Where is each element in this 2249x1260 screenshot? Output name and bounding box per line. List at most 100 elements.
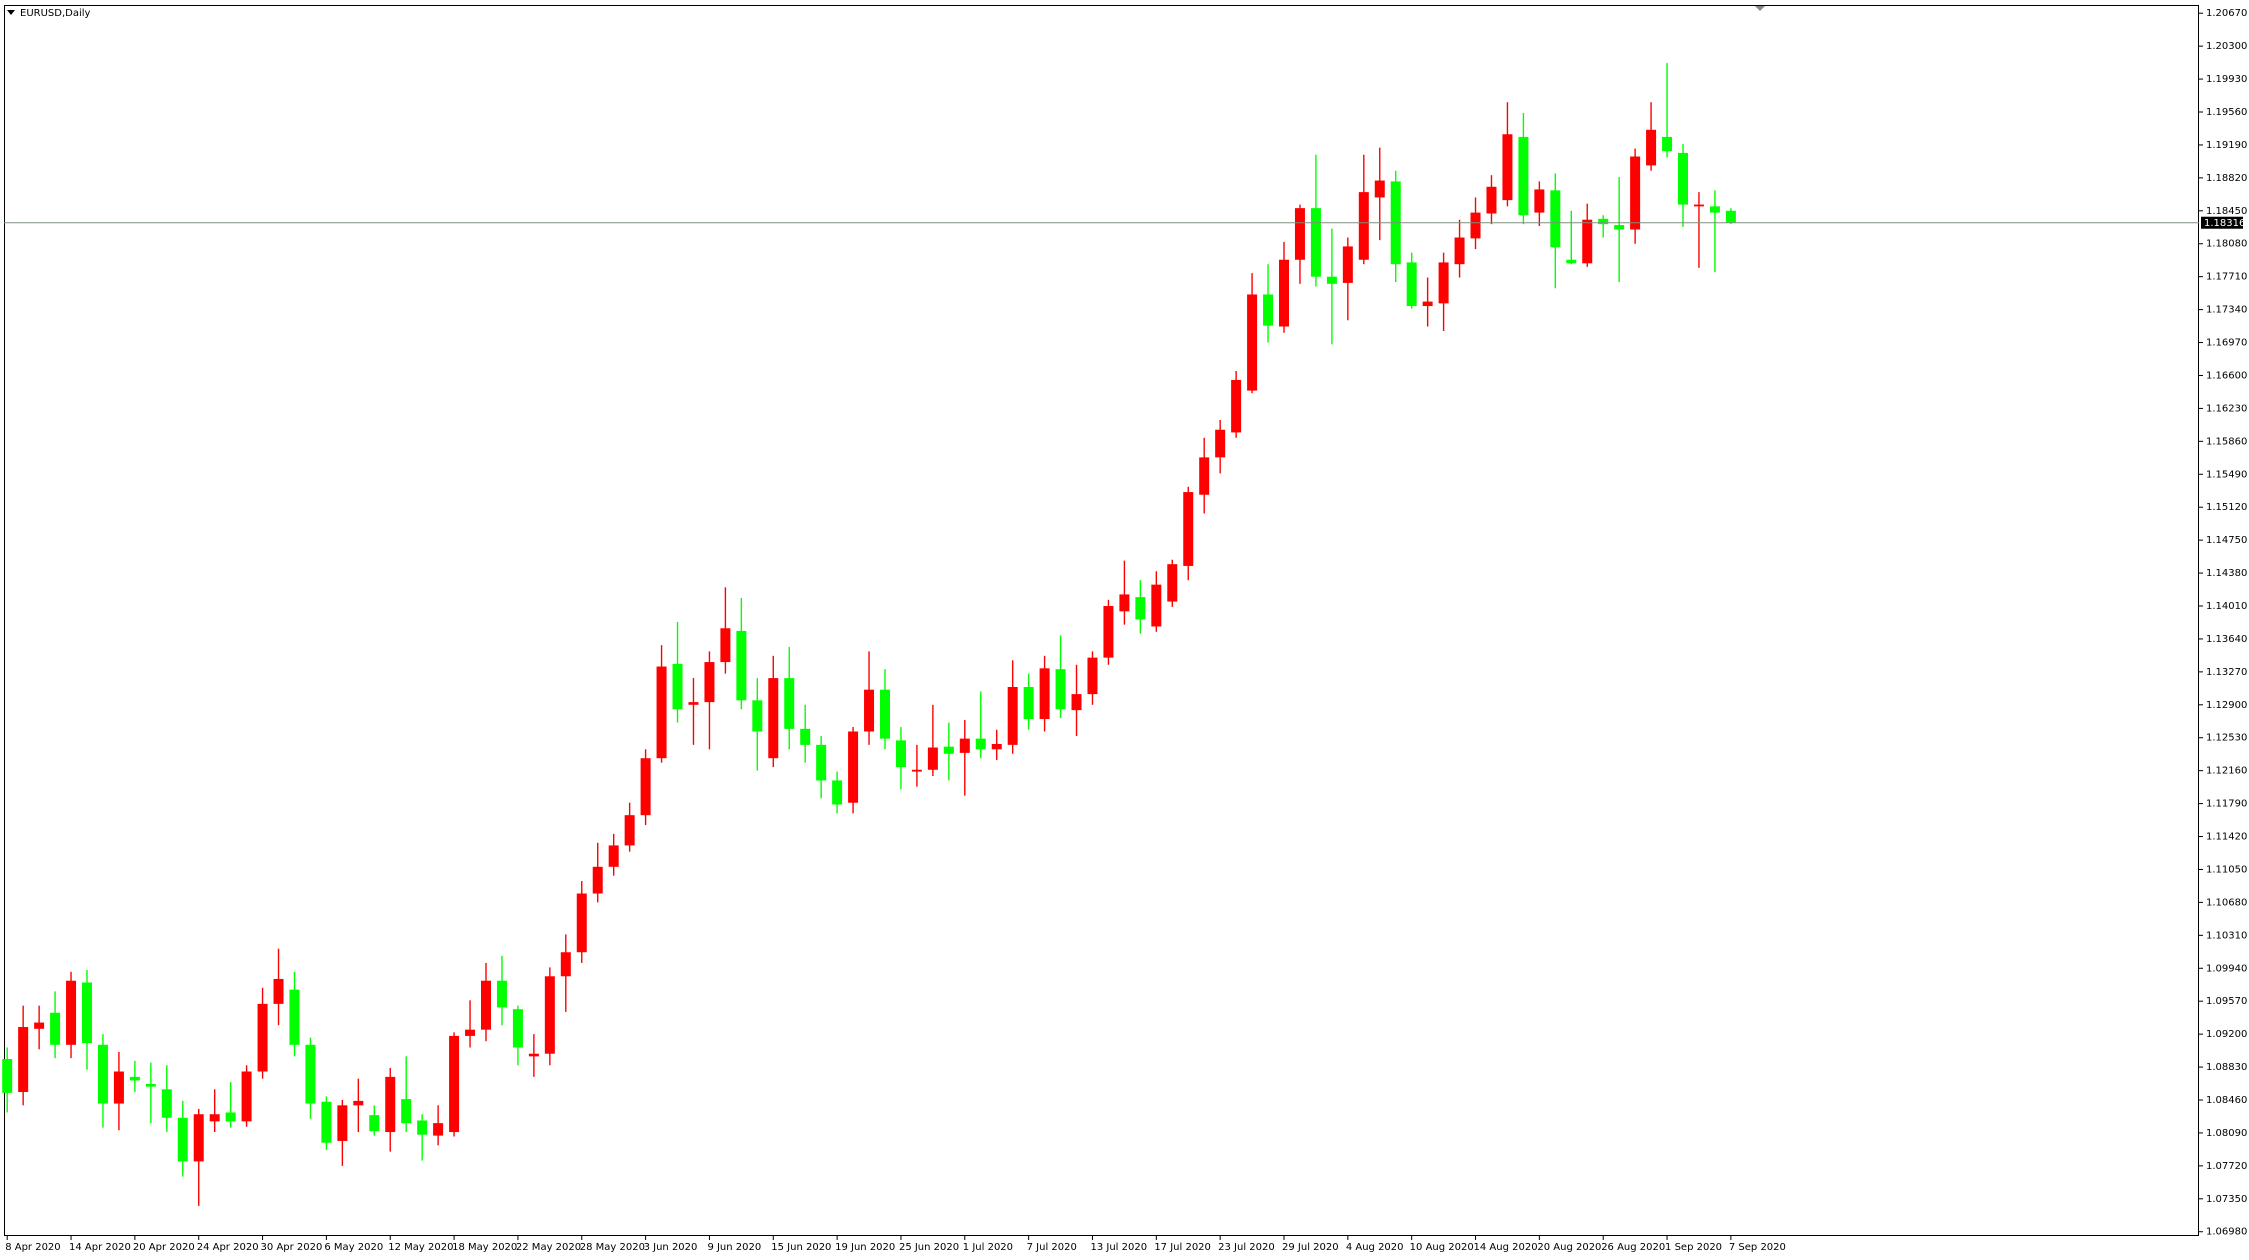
- y-tick-label: 1.07720: [2206, 1161, 2247, 1172]
- candle-body: [129, 1076, 140, 1081]
- candle-body: [50, 1012, 61, 1045]
- candle-body: [97, 1044, 108, 1104]
- x-tick-label: 20 Aug 2020: [1537, 1242, 1601, 1253]
- candle-body: [848, 731, 859, 803]
- y-tick-label: 1.11790: [2206, 799, 2247, 810]
- y-tick-label: 1.11050: [2206, 864, 2247, 875]
- candle-body: [369, 1115, 380, 1132]
- candle-body: [544, 976, 555, 1054]
- candle-body: [257, 1003, 268, 1072]
- candle-body: [1422, 301, 1433, 307]
- candle-body: [34, 1022, 45, 1029]
- x-tick-label: 13 Jul 2020: [1090, 1242, 1147, 1253]
- current-price-box: [2201, 216, 2243, 229]
- y-tick-label: 1.14380: [2206, 568, 2247, 579]
- y-tick-label: 1.14010: [2206, 601, 2247, 612]
- y-tick-label: 1.18820: [2206, 173, 2247, 184]
- candle-body: [1470, 212, 1481, 239]
- candle-body: [560, 952, 571, 977]
- x-tick-label: 28 May 2020: [580, 1242, 645, 1253]
- y-tick-label: 1.07350: [2206, 1194, 2247, 1205]
- x-tick-label: 19 Jun 2020: [835, 1242, 895, 1253]
- candle-body: [241, 1071, 252, 1122]
- candle-body: [1326, 276, 1337, 284]
- candle-body: [1167, 564, 1178, 602]
- candle-body: [512, 1009, 523, 1048]
- x-tick-label: 29 Jul 2020: [1282, 1242, 1339, 1253]
- candle-body: [1438, 262, 1449, 304]
- candle-body: [656, 666, 667, 759]
- y-tick-label: 1.20670: [2206, 8, 2247, 19]
- candle-body: [289, 989, 300, 1045]
- x-tick-label: 15 Jun 2020: [771, 1242, 831, 1253]
- candle-body: [1709, 206, 1720, 213]
- candle-body: [225, 1112, 236, 1122]
- candle-body: [481, 980, 491, 1030]
- candle-body: [927, 747, 938, 770]
- candle-body: [273, 978, 284, 1004]
- candle-body: [592, 866, 603, 894]
- candle-body: [1007, 686, 1018, 745]
- current-price-label: 1.18316: [2204, 218, 2245, 229]
- candle-body: [353, 1100, 364, 1106]
- candle-body: [161, 1089, 172, 1118]
- candle-body: [1678, 152, 1688, 205]
- x-tick-label: 30 Apr 2020: [261, 1242, 323, 1253]
- y-tick-label: 1.15490: [2206, 469, 2247, 480]
- candle-body: [1662, 136, 1673, 152]
- candle-body: [911, 769, 922, 772]
- y-tick-label: 1.15120: [2206, 502, 2247, 513]
- candle-body: [624, 815, 635, 846]
- y-tick-label: 1.06980: [2206, 1227, 2247, 1238]
- candle-body: [1087, 657, 1098, 695]
- candle-body: [640, 758, 651, 816]
- candle-body: [1023, 686, 1034, 720]
- y-tick-label: 1.17710: [2206, 272, 2247, 283]
- candle-body: [1247, 294, 1258, 391]
- x-tick-label: 7 Jul 2020: [1027, 1242, 1077, 1253]
- candle-body: [784, 678, 795, 729]
- candle-body: [209, 1114, 220, 1122]
- candle-body: [816, 744, 827, 781]
- candle-body: [1518, 136, 1529, 216]
- candle-body: [1151, 584, 1162, 627]
- candle-body: [1263, 294, 1274, 326]
- x-tick-label: 22 May 2020: [516, 1242, 581, 1253]
- candle-body: [1231, 379, 1242, 433]
- candle-body: [66, 980, 77, 1045]
- x-tick-label: 6 May 2020: [324, 1242, 383, 1253]
- y-tick-label: 1.08460: [2206, 1095, 2247, 1106]
- x-tick-label: 18 May 2020: [452, 1242, 517, 1253]
- y-tick-label: 1.08090: [2206, 1128, 2247, 1139]
- y-tick-label: 1.15860: [2206, 436, 2247, 447]
- candle-body: [1582, 219, 1593, 264]
- x-tick-label: 8 Apr 2020: [5, 1242, 60, 1253]
- chart-title: EURUSD,Daily: [20, 8, 91, 19]
- candle-body: [1183, 492, 1194, 566]
- y-tick-label: 1.14750: [2206, 535, 2247, 546]
- candle-body: [975, 738, 986, 750]
- candle-body: [688, 702, 699, 705]
- candle-body: [193, 1114, 204, 1162]
- plot-frame: [4, 5, 2199, 1236]
- candle-body: [1358, 192, 1369, 260]
- candle-body: [800, 728, 811, 745]
- x-tick-label: 1 Sep 2020: [1665, 1242, 1722, 1253]
- menu-arrow[interactable]: [7, 10, 15, 15]
- candle-body: [113, 1071, 124, 1104]
- y-tick-label: 1.18450: [2206, 206, 2247, 217]
- x-tick-label: 25 Jun 2020: [899, 1242, 959, 1253]
- x-tick-label: 20 Apr 2020: [133, 1242, 195, 1253]
- candle-body: [608, 845, 619, 867]
- candle-body: [1199, 457, 1210, 495]
- candle-body: [1071, 694, 1082, 711]
- candle-body: [145, 1083, 156, 1087]
- y-tick-label: 1.12160: [2206, 766, 2247, 777]
- y-tick-label: 1.19190: [2206, 140, 2247, 151]
- candle-body: [1725, 210, 1736, 223]
- x-tick-label: 26 Aug 2020: [1601, 1242, 1665, 1253]
- x-tick-label: 14 Apr 2020: [69, 1242, 131, 1253]
- candle-body: [1310, 208, 1321, 277]
